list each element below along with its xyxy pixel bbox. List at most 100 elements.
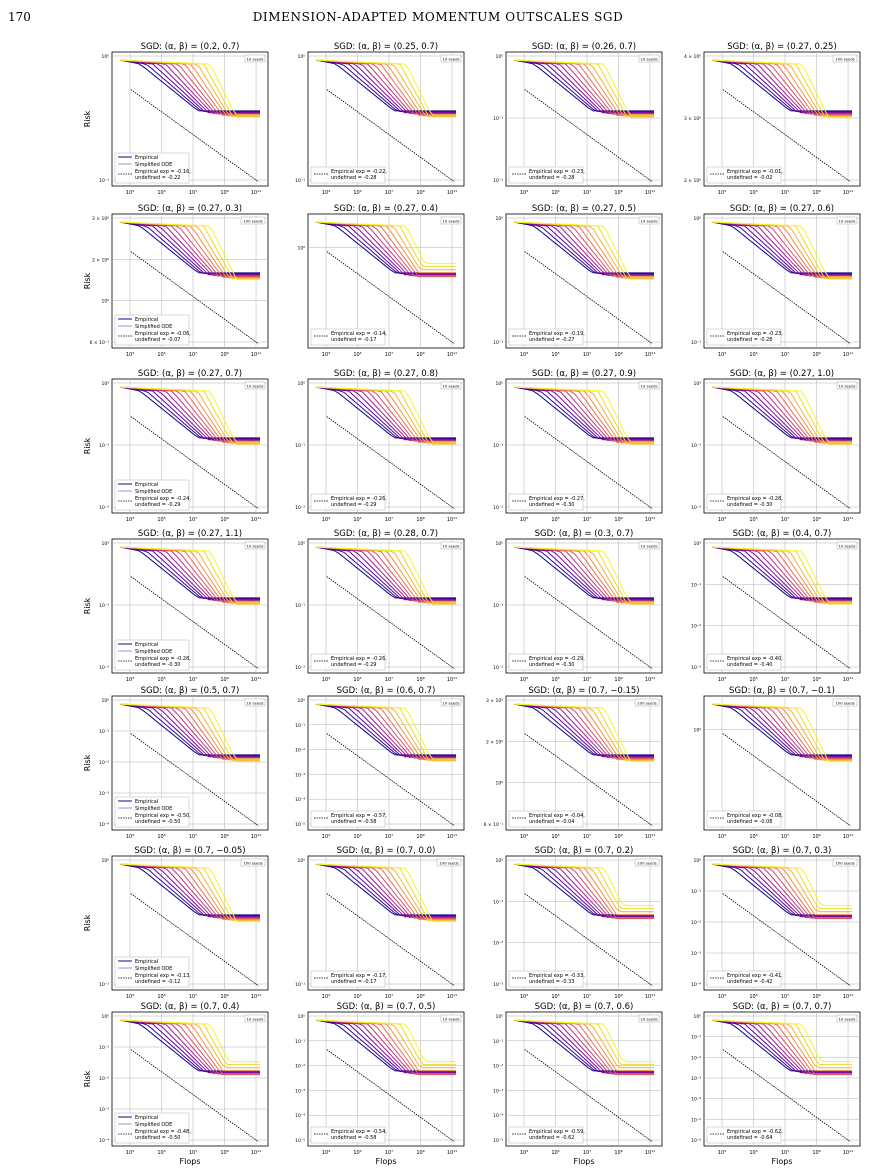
plot-frame [307,51,465,187]
legend-theory-exp: undefined = -0.30 [529,502,574,508]
seeds-box [436,858,462,867]
x-tick-label: 10¹¹ [447,1150,457,1156]
seeds-box [244,381,266,390]
chart-svg: 10³ 10⁵ 10⁷ 10⁹ 10¹¹ 10⁰ 10⁻¹ 10⁻² 10 seeds Empir… [493,42,663,196]
x-tick-label: 10¹¹ [843,677,853,683]
chart-svg: 10³ 10⁵ 10⁷ 10⁹ 10¹¹ 10⁰ 10 seeds Empirical exp… [297,204,465,358]
legend-theory-exp: undefined = -0.58 [331,819,376,825]
y-tick-label: 10⁻¹ [295,443,305,449]
plot-frame [307,695,465,831]
seeds-label: 10 seeds [442,56,459,61]
legend-empirical-exp: Empirical exp = -0.19, [529,331,585,337]
legend-empirical-exp: Empirical exp = -0.57, [331,813,387,819]
y-tick-label: 10⁻⁴ [99,822,109,828]
y-tick-label: 10⁻² [691,1055,701,1061]
y-axis-label: Risk [83,1070,92,1087]
seeds-label: 100 seeds [637,860,657,865]
x-tick-label: 10³ [322,1150,330,1156]
chart-title: SGD: (α, β) = (0.27, 1.0) [730,369,834,379]
plot-frame [307,538,465,674]
legend-theory-exp: undefined = -0.17 [331,979,376,985]
chart-svg: 10³ 10⁵ 10⁷ 10⁹ 10¹¹ 10⁰ 10⁻¹ 10⁻² 10 seeds Empir… [493,529,663,683]
legend-box [114,314,190,346]
x-tick-label: 10¹¹ [251,517,261,523]
x-tick-label: 10³ [718,834,726,840]
seeds-label: 100 seeds [835,860,855,865]
x-tick-label: 10³ [322,677,330,683]
empirical-curve [119,1019,260,1063]
plot-area: 10³ 10⁵ 10⁷ 10⁹ 10¹¹ 10⁰ 10⁻¹ 10⁻² 10⁻³ 10 seeds E… [691,538,861,683]
legend-label-empirical: Empirical [135,482,158,488]
y-tick-label: 3 × 10⁰ [684,116,701,122]
legend-box [114,796,190,828]
theory-line [524,416,653,510]
chart-title: SGD: (α, β) = (0.7, 0.5) [337,1002,436,1012]
empirical-curve [119,703,260,760]
legend-box [114,639,190,671]
chart-title: SGD: (α, β) = (0.7, −0.1) [729,686,835,696]
theory-line [130,416,259,510]
seeds-box [440,54,462,63]
legend-theory-exp: undefined = -0.12 [135,979,180,985]
empirical-curve [513,1019,654,1072]
theory-line [722,89,851,183]
x-tick-label: 10⁷ [385,190,393,196]
legend-empirical-exp: Empirical exp = -0.28, [135,656,191,662]
x-tick-label: 10⁷ [781,1150,789,1156]
plot-frame [505,378,663,514]
legend-theory-exp: undefined = -0.33 [529,979,574,985]
x-tick-label: 10¹¹ [645,834,655,840]
theory-line [524,733,653,827]
theory-line [130,251,259,345]
chart-svg: 10³ 10⁵ 10⁷ 10⁹ 10¹¹ 10⁰ 10⁻¹ 10⁻² 10⁻³ 10⁻⁴ 10 se… [83,1002,269,1166]
seeds-box [240,858,266,867]
theory-line [524,1049,653,1143]
x-tick-label: 10⁷ [781,517,789,523]
y-tick-label: 10⁰ [693,858,701,864]
y-tick-label: 10⁻² [99,505,109,511]
empirical-curve [119,221,260,274]
x-tick-label: 10³ [718,352,726,358]
chart-svg: 10³ 10⁵ 10⁷ 10⁹ 10¹¹ 10⁰ 10⁻¹ 10⁻² 10⁻³ 10⁻⁴ 10⁻⁵ 1… [493,1002,663,1166]
legend-theory-exp: undefined = -0.50 [135,1135,180,1141]
empirical-curve [315,546,456,599]
legend-empirical-exp: Empirical exp = -0.29, [529,656,585,662]
x-tick-label: 10³ [520,517,528,523]
empirical-curve [119,863,260,916]
legend-box [508,1126,584,1144]
empirical-curve [119,546,260,599]
seeds-box [634,858,660,867]
x-tick-label: 10¹¹ [843,190,853,196]
legend-box [508,810,584,828]
x-tick-label: 10⁷ [781,190,789,196]
x-tick-label: 10¹¹ [251,677,261,683]
x-tick-label: 10³ [322,352,330,358]
x-tick-label: 10⁵ [353,994,361,1000]
seeds-label: 10 seeds [442,1016,459,1021]
x-tick-label: 10⁹ [416,517,424,523]
x-tick-label: 10⁹ [220,1150,228,1156]
seeds-box [832,54,858,63]
legend-label-ode: Simplified ODE [135,489,172,495]
y-tick-label: 10⁰ [101,698,109,704]
empirical-curve [711,546,852,599]
empirical-curve [315,386,456,439]
seeds-label: 100 seeds [637,700,657,705]
legend-empirical-exp: Empirical exp = -0.22, [331,169,387,175]
y-tick-label: 10⁰ [101,299,109,305]
empirical-curve [119,703,260,756]
chart-svg: 10³ 10⁵ 10⁷ 10⁹ 10¹¹ 4 × 10⁰ 3 × 10⁰ 2 × 10⁰ 100… [684,42,861,196]
y-tick-label: 10⁻⁴ [295,797,305,803]
seeds-box [836,381,858,390]
seeds-label: 100 seeds [243,860,263,865]
x-tick-label: 10⁹ [416,677,424,683]
seeds-label: 10 seeds [246,383,263,388]
chart-svg: 10³ 10⁵ 10⁷ 10⁹ 10¹¹ 10⁰ 10⁻¹ 100 seeds Empirica… [295,846,465,1000]
chart-title: SGD: (α, β) = (0.6, 0.7) [337,686,436,696]
legend-label-empirical: Empirical [135,799,158,805]
seeds-box [634,698,660,707]
x-tick-label: 10³ [322,834,330,840]
y-tick-label: 10⁻² [691,624,701,630]
legend-label-ode: Simplified ODE [135,1122,172,1128]
x-tick-label: 10⁵ [353,352,361,358]
